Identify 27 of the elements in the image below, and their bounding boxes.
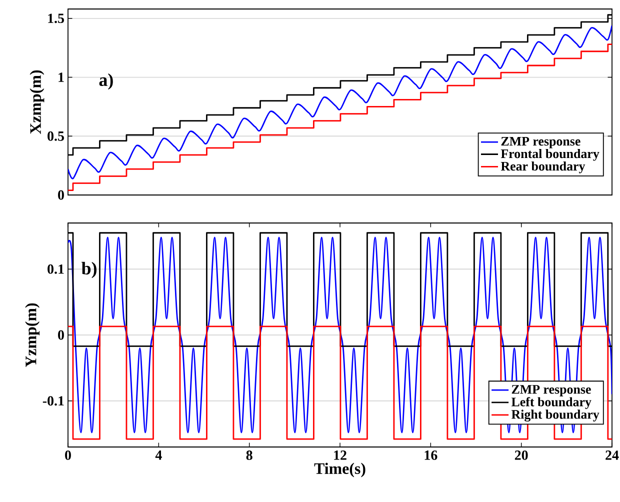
annotation: a) bbox=[99, 73, 113, 90]
x-tick-label: 0 bbox=[65, 450, 71, 460]
y-tick-label: 1.5 bbox=[48, 14, 64, 24]
x-axis-title: Time(s) bbox=[314, 462, 366, 478]
y-axis-title: Xzmp(m) bbox=[30, 70, 44, 134]
y-tick-label: 1 bbox=[58, 72, 64, 82]
y-tick-label: 0.5 bbox=[48, 131, 64, 141]
line-series bbox=[68, 24, 612, 180]
y-tick-label: 0 bbox=[58, 330, 64, 340]
y-tick-label: 0 bbox=[58, 190, 64, 200]
y-tick-label: 0.1 bbox=[48, 264, 64, 274]
y-axis-title: Yzmp(m) bbox=[25, 303, 40, 368]
annotation: b) bbox=[82, 262, 96, 278]
y-tick-label: -0.1 bbox=[42, 396, 64, 406]
x-tick-label: 4 bbox=[155, 450, 162, 460]
legend-label: Left boundary bbox=[511, 397, 592, 409]
x-tick-label: 20 bbox=[514, 450, 528, 460]
x-tick-label: 8 bbox=[246, 450, 252, 460]
legend-label: ZMP response bbox=[501, 137, 580, 148]
line-series bbox=[68, 236, 612, 434]
legend-label: Right boundary bbox=[511, 410, 600, 422]
x-tick-label: 24 bbox=[606, 450, 619, 460]
legend-label: Rear boundary bbox=[500, 161, 586, 174]
x-tick-label: 16 bbox=[424, 450, 438, 460]
x-tick-label: 12 bbox=[334, 450, 346, 460]
legend-label: ZMP response bbox=[512, 385, 591, 396]
legend-label: Frontal boundary bbox=[500, 149, 600, 161]
